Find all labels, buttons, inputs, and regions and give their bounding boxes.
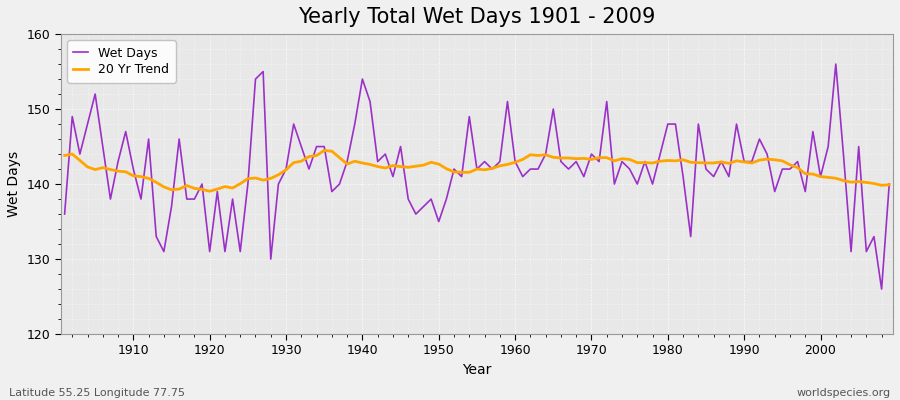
20 Yr Trend [319, 148, 329, 153]
Wet Days [831, 62, 842, 66]
Title: Yearly Total Wet Days 1901 - 2009: Yearly Total Wet Days 1901 - 2009 [298, 7, 655, 27]
20 Yr Trend [121, 170, 131, 174]
Legend: Wet Days, 20 Yr Trend: Wet Days, 20 Yr Trend [67, 40, 176, 82]
Text: Latitude 55.25 Longitude 77.75: Latitude 55.25 Longitude 77.75 [9, 388, 185, 398]
Wet Days [59, 212, 70, 216]
Wet Days [502, 99, 513, 104]
20 Yr Trend [884, 182, 895, 187]
20 Yr Trend [296, 159, 307, 164]
Text: worldspecies.org: worldspecies.org [796, 388, 891, 398]
Wet Days [288, 122, 299, 126]
Wet Days [509, 159, 520, 164]
Y-axis label: Wet Days: Wet Days [7, 151, 21, 217]
20 Yr Trend [525, 152, 535, 157]
Wet Days [334, 182, 345, 186]
20 Yr Trend [616, 156, 627, 161]
X-axis label: Year: Year [463, 363, 491, 377]
20 Yr Trend [204, 189, 215, 194]
20 Yr Trend [349, 159, 360, 164]
Line: Wet Days: Wet Days [65, 64, 889, 289]
Wet Days [601, 99, 612, 104]
Line: 20 Yr Trend: 20 Yr Trend [65, 150, 889, 191]
Wet Days [121, 129, 131, 134]
Wet Days [877, 287, 887, 292]
20 Yr Trend [59, 153, 70, 158]
20 Yr Trend [518, 157, 528, 162]
Wet Days [884, 182, 895, 186]
